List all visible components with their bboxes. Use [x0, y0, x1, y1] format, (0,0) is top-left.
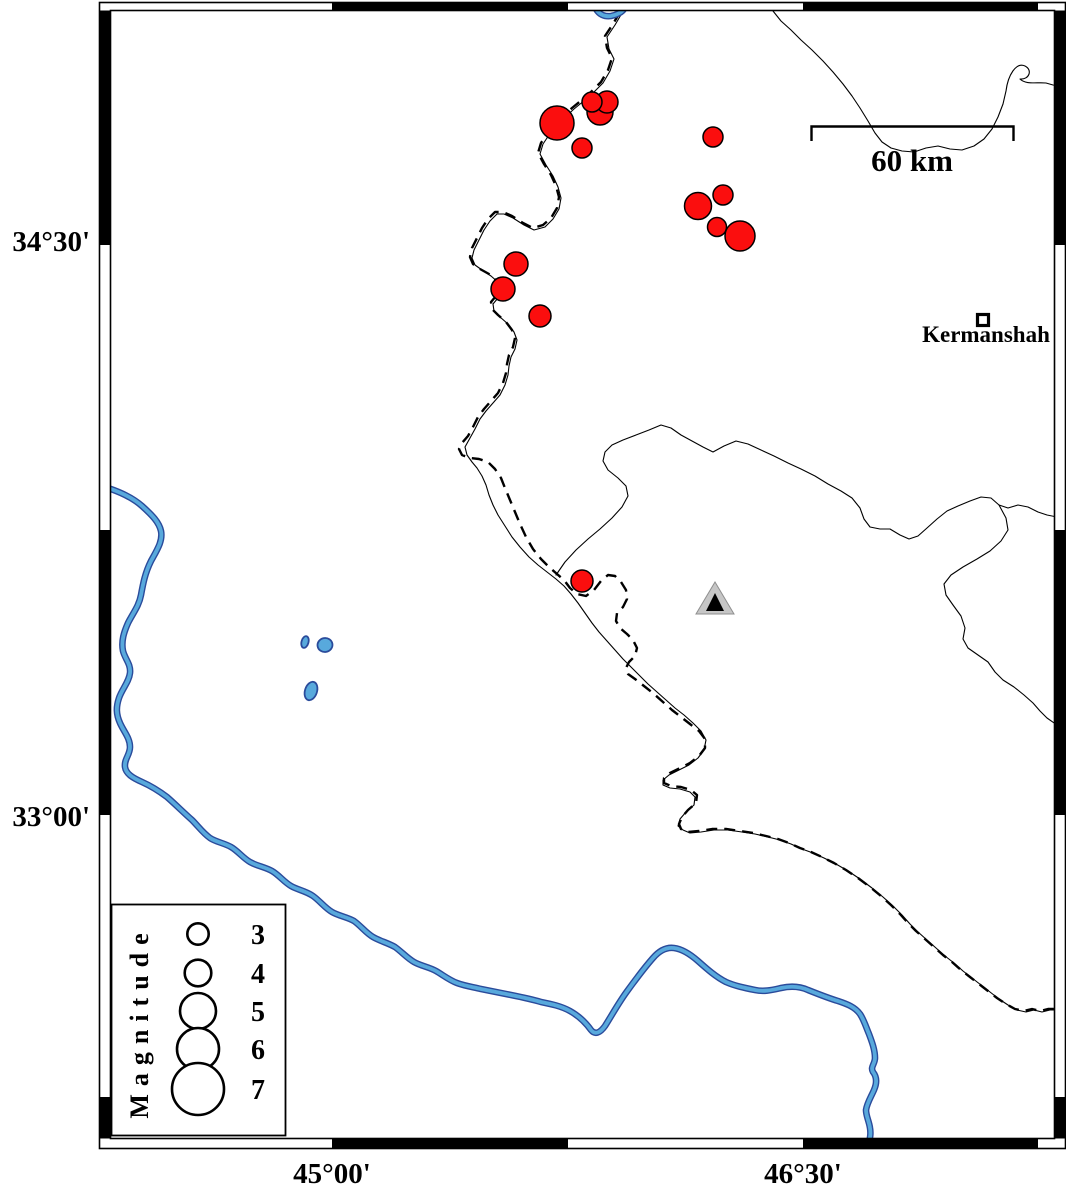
legend-value-m3: 3 — [251, 920, 265, 951]
legend-value-m7: 7 — [251, 1075, 265, 1106]
earthquake-epicenter — [712, 184, 734, 206]
scale-bar-label: 60 km — [871, 143, 953, 178]
legend-circle-m7 — [170, 1061, 226, 1117]
international-border-dashed — [457, 11, 1055, 1013]
legend-circle-m5 — [178, 991, 218, 1031]
city-square-marker — [975, 312, 991, 328]
earthquake-epicenter — [581, 91, 603, 113]
lake-small-2 — [316, 637, 334, 653]
magnitude-legend: Magnitude 3 4 5 6 7 — [110, 903, 287, 1137]
river-water — [110, 486, 879, 1139]
station-triangle — [695, 581, 735, 615]
station-triangle-inner — [706, 593, 724, 611]
scale-bar — [810, 125, 1015, 141]
earthquake-epicenter — [539, 105, 575, 141]
lake-small-1 — [300, 635, 310, 649]
frame-black-segments — [99, 2, 1066, 1149]
boundary-line-northeast — [772, 10, 1055, 153]
legend-value-m4: 4 — [251, 959, 265, 990]
map-content — [110, 10, 1055, 1139]
earthquake-epicenter — [706, 216, 728, 238]
earthquake-epicenter — [724, 220, 756, 252]
earthquake-epicenter — [702, 126, 724, 148]
earthquake-markers — [490, 90, 756, 593]
earthquake-epicenter — [571, 137, 593, 159]
legend-value-m5: 5 — [251, 997, 265, 1028]
lon-label-right: 46°30' — [764, 1158, 842, 1189]
earthquake-epicenter — [570, 569, 594, 593]
earthquake-epicenter — [528, 304, 552, 328]
lake-small-3 — [303, 680, 319, 702]
map-frame — [98, 1, 1066, 1150]
legend-value-m6: 6 — [251, 1035, 265, 1066]
boundary-line-east — [555, 424, 1055, 576]
border-companion-line — [464, 12, 1055, 1013]
legend-labels: 3 4 5 6 7 — [251, 920, 265, 1106]
earthquake-epicenter — [683, 191, 713, 221]
lat-label-top: 34°30' — [12, 226, 90, 258]
legend-circle-m3 — [186, 921, 211, 946]
legend-circles — [170, 921, 226, 1117]
earthquake-epicenter — [503, 251, 529, 277]
lat-label-bottom: 33°00' — [12, 801, 90, 833]
city-label: Kermanshah — [922, 322, 1050, 347]
earthquake-epicenter — [490, 276, 516, 302]
lon-label-left: 45°00' — [293, 1158, 371, 1189]
lakes — [300, 635, 334, 702]
legend-circle-m4 — [183, 958, 213, 988]
boundary-line-southeast — [943, 504, 1055, 724]
river — [110, 10, 880, 1139]
legend-title: Magnitude — [125, 925, 154, 1118]
river-stub-water — [594, 10, 626, 19]
